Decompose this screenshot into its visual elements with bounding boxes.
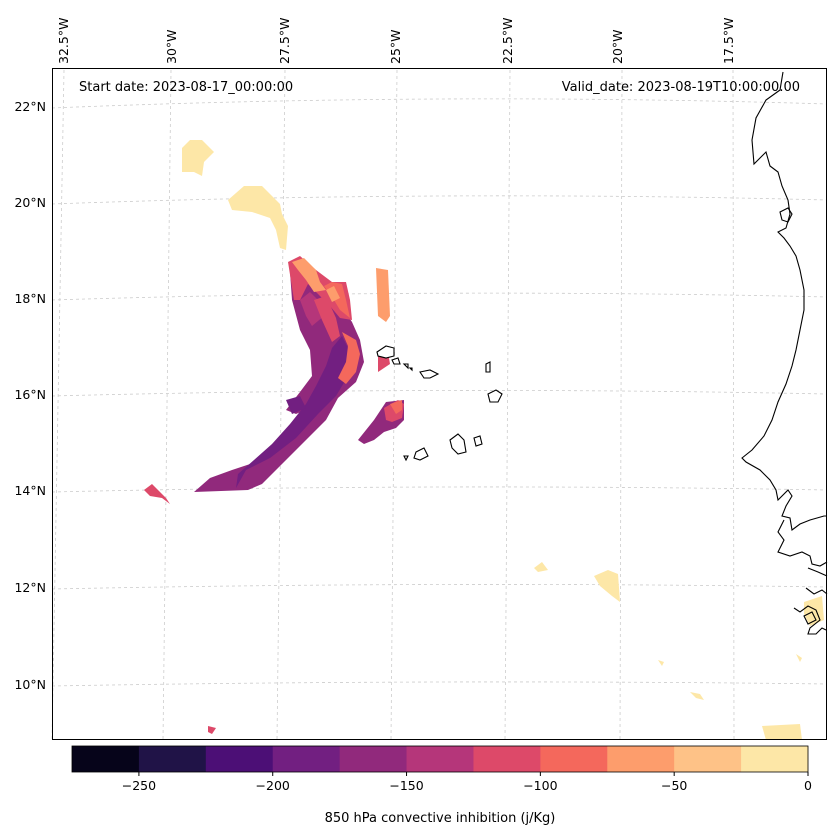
colorbar-segment (205, 746, 274, 772)
colorbar-segment (138, 746, 207, 772)
lat-label: 12°N (14, 580, 46, 595)
coast-islet (803, 611, 817, 625)
lon-label: 30°W (164, 29, 179, 64)
lat-label: 10°N (14, 677, 46, 692)
contour-patch (208, 726, 216, 734)
contour-patch (594, 570, 620, 602)
contour-patch (338, 332, 360, 384)
cape-verde-islands (376, 345, 503, 462)
colorbar-segment (674, 746, 742, 772)
map-frame (52, 68, 827, 740)
contour-patch (314, 296, 340, 342)
start-date-annotation: Start date: 2023-08-17_00:00:00 (79, 80, 293, 95)
lon-label: 32.5°W (56, 18, 71, 64)
colorbar-segment (540, 746, 608, 772)
lon-label: 22.5°W (500, 18, 515, 64)
lat-label: 16°N (14, 387, 46, 402)
contour-patch (292, 258, 326, 292)
colorbar-segment (741, 746, 809, 772)
africa-coastline (741, 71, 828, 635)
cin-contours (144, 140, 824, 740)
colorbar-frame (71, 745, 809, 773)
contour-patch (182, 140, 214, 176)
colorbar-label: 850 hPa convective inhibition (j/Kg) (325, 811, 556, 826)
lat-label: 14°N (14, 483, 46, 498)
lat-label: 18°N (14, 291, 46, 306)
colorbar-tick-label: −200 (256, 778, 290, 793)
contour-patch (762, 724, 802, 740)
lat-label: 20°N (14, 195, 46, 210)
lat-label: 22°N (14, 99, 46, 114)
contour-patch (376, 268, 390, 322)
valid-date-annotation: Valid_date: 2023-08-19T10:00:00.00 (562, 80, 800, 95)
colorbar-tick-label: −100 (523, 778, 557, 793)
contour-patch (286, 396, 306, 414)
colorbar-segment (406, 746, 474, 772)
colorbar-segment (607, 746, 675, 772)
coast-islet (779, 207, 793, 223)
lon-label: 20°W (610, 29, 625, 64)
colorbar-tick-label: −150 (389, 778, 423, 793)
gridlines (51, 69, 828, 741)
colorbar-tick-label: 0 (804, 778, 812, 793)
colorbar-tick-label: −50 (661, 778, 687, 793)
contour-patch (658, 660, 664, 666)
contour-patch (390, 400, 402, 414)
longitude-labels: 32.5°W 30°W 27.5°W 25°W 22.5°W 20°W 17.5… (56, 18, 736, 64)
contour-patch (326, 286, 340, 302)
contour-patch (228, 186, 288, 250)
contour-patch (534, 562, 548, 572)
colorbar-segment (339, 746, 408, 772)
contour-patch (690, 692, 704, 700)
colorbar-segment (72, 746, 140, 772)
lon-label: 27.5°W (277, 18, 292, 64)
lon-label: 17.5°W (721, 18, 736, 64)
colorbar: −250 −200 −150 −100 −50 0 (71, 745, 812, 793)
colorbar-segment (473, 746, 541, 772)
contour-patch (144, 484, 170, 504)
colorbar-segment (272, 746, 341, 772)
contour-patch (236, 336, 350, 488)
colorbar-tick-label: −250 (122, 778, 156, 793)
contour-patch (796, 654, 802, 662)
lon-label: 25°W (388, 29, 403, 64)
latitude-labels: 22°N 20°N 18°N 16°N 14°N 12°N 10°N (14, 99, 46, 692)
